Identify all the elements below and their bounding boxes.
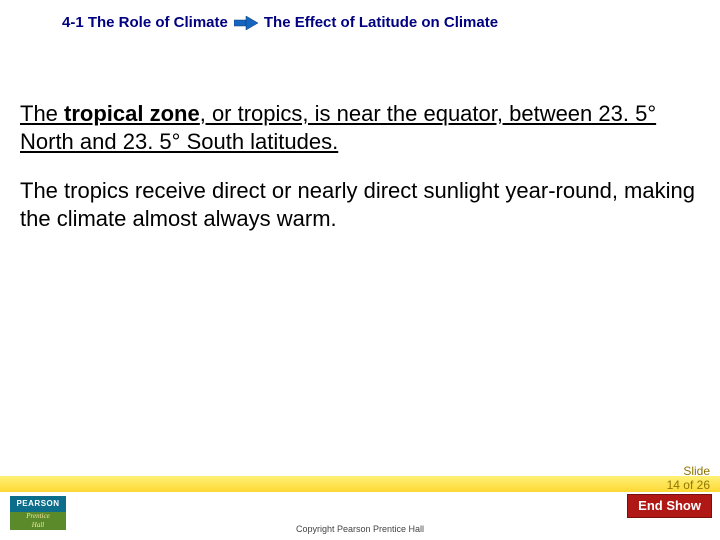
paragraph-2: The tropics receive direct or nearly dir… xyxy=(20,177,700,232)
para1-line: The tropical zone, or tropics, is near t… xyxy=(20,101,656,154)
body-content: The tropical zone, or tropics, is near t… xyxy=(20,100,700,254)
publisher-logo: PEARSON Prentice Hall xyxy=(10,496,74,534)
slide-counter: Slide 14 of 26 xyxy=(627,464,712,492)
slide: 4-1 The Role of Climate The Effect of La… xyxy=(0,0,720,540)
arrow-icon xyxy=(234,16,258,30)
slide-header: 4-1 The Role of Climate The Effect of La… xyxy=(0,14,720,31)
pearson-logo: PEARSON xyxy=(10,496,66,512)
end-show-button[interactable]: End Show xyxy=(627,494,712,518)
paragraph-1: The tropical zone, or tropics, is near t… xyxy=(20,100,700,155)
slide-title: The Effect of Latitude on Climate xyxy=(264,14,498,31)
prentice-hall-logo: Prentice Hall xyxy=(10,512,66,530)
slide-number: 14 of 26 xyxy=(667,478,710,492)
slide-label: Slide xyxy=(683,464,710,478)
prentice-line2: Hall xyxy=(32,521,44,529)
prentice-line1: Prentice xyxy=(26,512,49,520)
para1-emphasis: tropical zone xyxy=(64,101,200,126)
chapter-title: 4-1 The Role of Climate xyxy=(62,14,228,31)
copyright-text: Copyright Pearson Prentice Hall xyxy=(296,524,424,534)
footer-strip xyxy=(0,476,720,492)
footer-right: Slide 14 of 26 End Show xyxy=(627,464,712,518)
para1-prefix: The xyxy=(20,101,64,126)
